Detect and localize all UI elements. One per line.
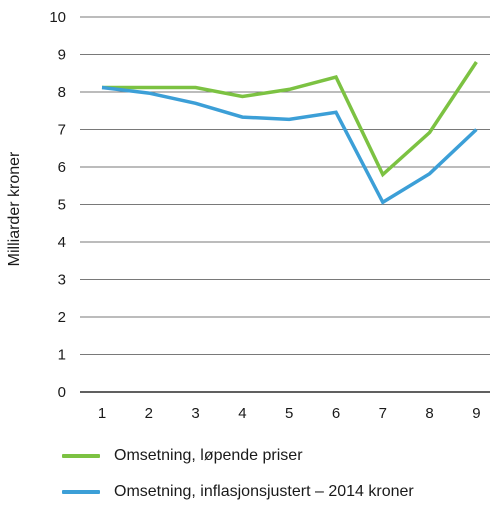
y-tick-label: 5 [58, 197, 66, 214]
x-tick-label: 7 [379, 405, 387, 422]
y-tick-label: 6 [58, 159, 66, 176]
y-tick-label: 3 [58, 272, 66, 289]
x-tick-label: 3 [191, 405, 199, 422]
legend-item-series-2: Omsetning, inflasjonsjustert – 2014 kron… [62, 482, 414, 502]
legend-swatch-series-2 [62, 490, 100, 494]
x-tick-label: 6 [332, 405, 340, 422]
legend-swatch-series-1 [62, 454, 100, 458]
legend-label-series-2: Omsetning, inflasjonsjustert – 2014 kron… [114, 483, 414, 500]
legend-label-series-1: Omsetning, løpende priser [114, 447, 303, 464]
y-tick-label: 10 [49, 9, 66, 26]
series-line-1 [102, 61, 478, 178]
y-axis-label: Milliarder kroner [6, 151, 23, 266]
y-tick-label: 0 [58, 384, 66, 401]
y-tick-label: 1 [58, 347, 66, 364]
series-lines [101, 61, 478, 205]
y-tick-label: 7 [58, 122, 66, 139]
y-tick-label: 4 [58, 234, 66, 251]
series-line-2 [101, 85, 478, 205]
x-tick-label: 1 [98, 405, 106, 422]
y-tick-label: 8 [58, 84, 66, 101]
y-tick-label: 2 [58, 309, 66, 326]
x-tick-label: 4 [238, 405, 246, 422]
y-tick-labels: 0 1 2 3 4 5 6 7 8 9 10 [49, 9, 66, 401]
x-tick-label: 9 [472, 405, 480, 422]
legend: Omsetning, løpende priser Omsetning, inf… [62, 446, 414, 518]
line-chart: 0 1 2 3 4 5 6 7 8 9 10 1 2 3 4 5 6 7 8 9 Milliarder kroner [6, 9, 490, 422]
y-tick-label: 9 [58, 47, 66, 64]
x-tick-labels: 1 2 3 4 5 6 7 8 9 [98, 405, 481, 422]
legend-item-series-1: Omsetning, løpende priser [62, 446, 414, 466]
x-tick-label: 5 [285, 405, 293, 422]
x-tick-label: 8 [425, 405, 433, 422]
gridlines [80, 16, 490, 393]
x-tick-label: 2 [145, 405, 153, 422]
